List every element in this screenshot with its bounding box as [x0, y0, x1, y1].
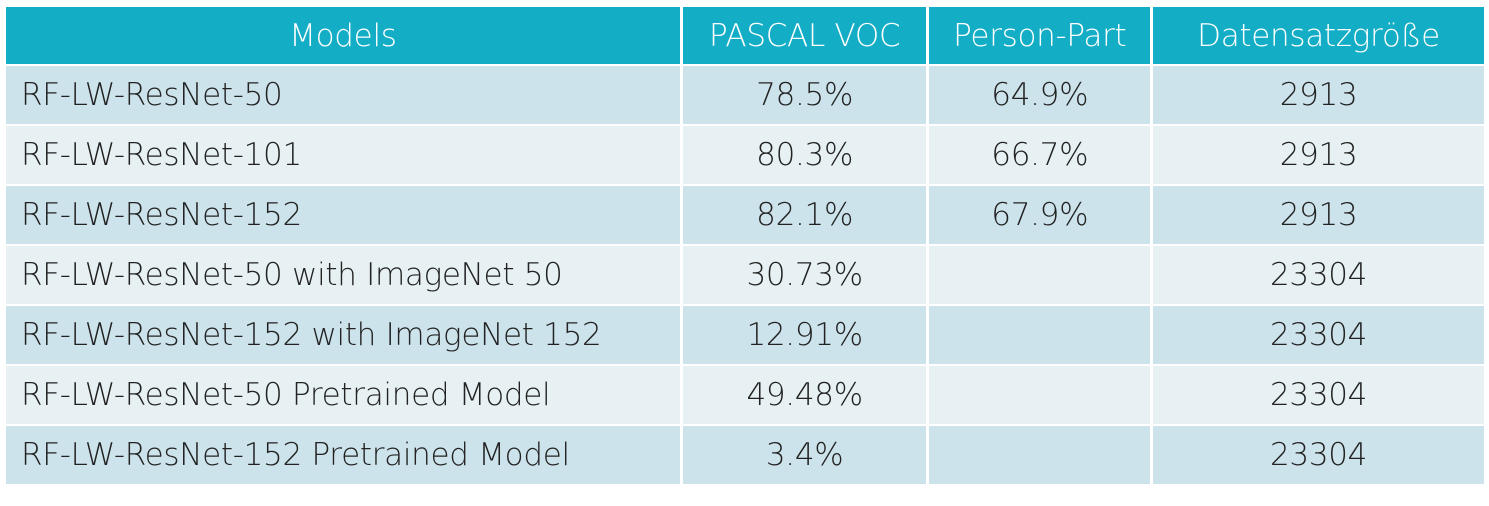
header-row: Models PASCAL VOC Person-Part Datensatzg…	[6, 7, 1484, 64]
pascal-voc-cell: 30.73%	[682, 246, 927, 304]
model-cell: RF-LW-ResNet-152	[6, 186, 680, 244]
pascal-voc-cell: 3.4%	[682, 426, 927, 484]
header-dataset-size: Datensatzgröße	[1153, 7, 1484, 64]
pascal-voc-cell: 12.91%	[682, 306, 927, 364]
model-cell: RF-LW-ResNet-101	[6, 126, 680, 184]
person-part-cell	[929, 426, 1151, 484]
header-models: Models	[6, 7, 680, 64]
table-header: Models PASCAL VOC Person-Part Datensatzg…	[6, 7, 1484, 64]
table-row: RF-LW-ResNet-152 82.1% 67.9% 2913	[6, 186, 1484, 244]
model-cell: RF-LW-ResNet-152 Pretrained Model	[6, 426, 680, 484]
person-part-cell	[929, 366, 1151, 424]
results-table: Models PASCAL VOC Person-Part Datensatzg…	[3, 5, 1487, 486]
dataset-size-cell: 2913	[1153, 186, 1484, 244]
table-row: RF-LW-ResNet-152 with ImageNet 152 12.91…	[6, 306, 1484, 364]
dataset-size-cell: 23304	[1153, 426, 1484, 484]
table-row: RF-LW-ResNet-101 80.3% 66.7% 2913	[6, 126, 1484, 184]
person-part-cell	[929, 306, 1151, 364]
person-part-cell: 66.7%	[929, 126, 1151, 184]
model-cell: RF-LW-ResNet-50	[6, 66, 680, 124]
table-row: RF-LW-ResNet-50 with ImageNet 50 30.73% …	[6, 246, 1484, 304]
pascal-voc-cell: 49.48%	[682, 366, 927, 424]
header-person-part: Person-Part	[929, 7, 1151, 64]
model-cell: RF-LW-ResNet-152 with ImageNet 152	[6, 306, 680, 364]
table-body: RF-LW-ResNet-50 78.5% 64.9% 2913 RF-LW-R…	[6, 66, 1484, 484]
table-row: RF-LW-ResNet-50 Pretrained Model 49.48% …	[6, 366, 1484, 424]
table-row: RF-LW-ResNet-50 78.5% 64.9% 2913	[6, 66, 1484, 124]
model-cell: RF-LW-ResNet-50 with ImageNet 50	[6, 246, 680, 304]
pascal-voc-cell: 82.1%	[682, 186, 927, 244]
person-part-cell: 67.9%	[929, 186, 1151, 244]
dataset-size-cell: 2913	[1153, 66, 1484, 124]
model-cell: RF-LW-ResNet-50 Pretrained Model	[6, 366, 680, 424]
person-part-cell: 64.9%	[929, 66, 1151, 124]
dataset-size-cell: 23304	[1153, 366, 1484, 424]
dataset-size-cell: 23304	[1153, 306, 1484, 364]
pascal-voc-cell: 78.5%	[682, 66, 927, 124]
person-part-cell	[929, 246, 1151, 304]
dataset-size-cell: 23304	[1153, 246, 1484, 304]
dataset-size-cell: 2913	[1153, 126, 1484, 184]
header-pascal-voc: PASCAL VOC	[682, 7, 927, 64]
table-row: RF-LW-ResNet-152 Pretrained Model 3.4% 2…	[6, 426, 1484, 484]
pascal-voc-cell: 80.3%	[682, 126, 927, 184]
